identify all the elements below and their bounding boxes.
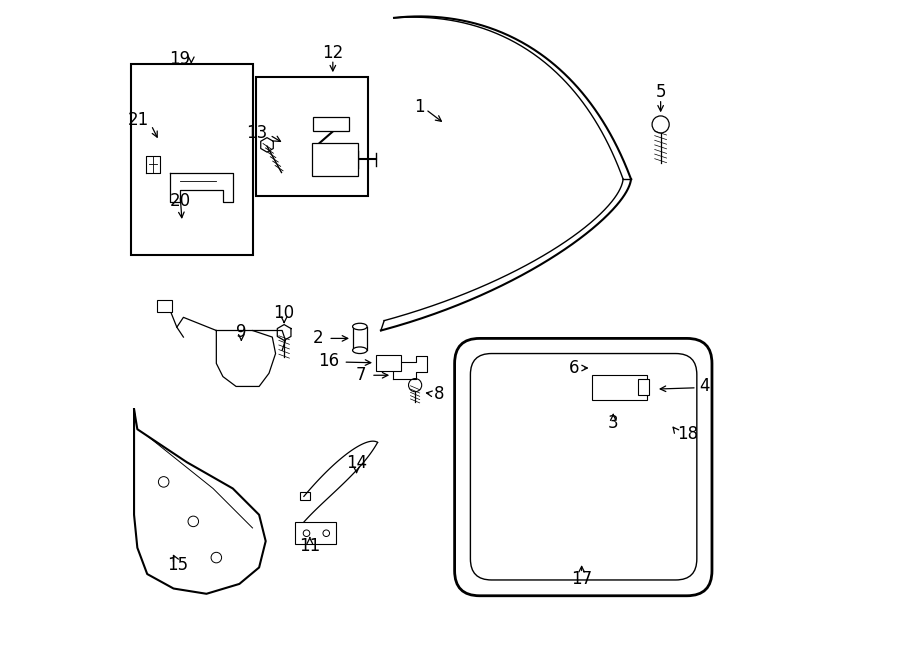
Ellipse shape (353, 323, 367, 330)
Text: 1: 1 (414, 98, 425, 116)
Text: 13: 13 (246, 124, 267, 142)
Bar (376, 355, 401, 371)
Text: 5: 5 (655, 83, 666, 101)
Bar (313, 116, 349, 131)
Bar (591, 375, 647, 400)
Bar (256, 77, 368, 196)
Bar (300, 492, 310, 500)
Text: 16: 16 (319, 352, 339, 369)
Text: 11: 11 (299, 537, 320, 555)
Text: 7: 7 (356, 366, 366, 384)
Text: 17: 17 (572, 570, 592, 588)
Text: 8: 8 (434, 385, 444, 403)
Text: 19: 19 (169, 50, 191, 68)
Bar (637, 379, 650, 395)
Text: 4: 4 (698, 377, 709, 395)
Bar (311, 143, 358, 176)
Text: 6: 6 (569, 359, 580, 377)
Text: 20: 20 (169, 192, 191, 210)
Bar (295, 522, 336, 545)
Text: 3: 3 (608, 414, 618, 432)
Text: 2: 2 (313, 329, 324, 348)
FancyBboxPatch shape (471, 354, 697, 580)
Text: 14: 14 (346, 455, 367, 473)
Ellipse shape (353, 347, 367, 354)
Bar (158, 300, 172, 312)
Text: 12: 12 (322, 44, 344, 61)
FancyBboxPatch shape (454, 338, 712, 596)
Text: 9: 9 (236, 323, 247, 341)
Bar (130, 64, 253, 254)
Text: 10: 10 (274, 304, 294, 323)
Text: 15: 15 (167, 557, 189, 574)
Text: 18: 18 (677, 425, 698, 443)
Text: 21: 21 (127, 111, 148, 129)
